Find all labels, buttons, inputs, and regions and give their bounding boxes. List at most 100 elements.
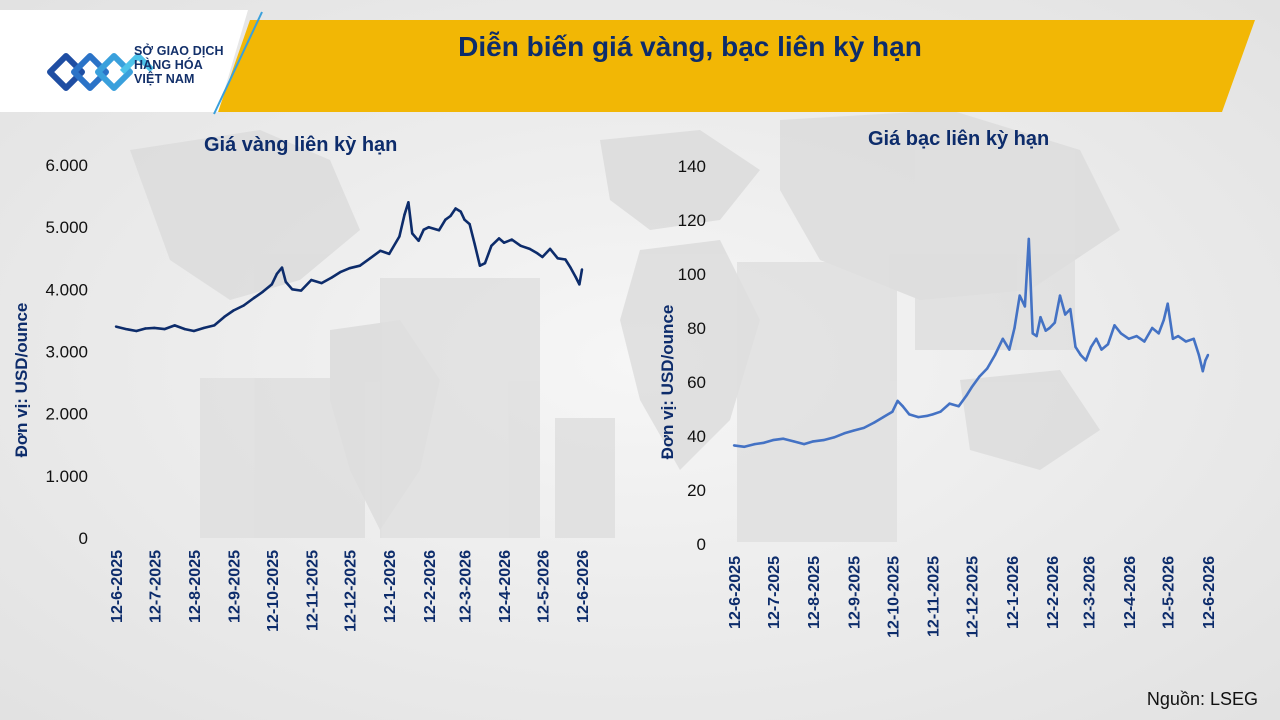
gold-data-point: [299, 289, 303, 292]
gold-data-point: [291, 288, 294, 291]
gold-data-point: [153, 326, 156, 330]
silver-data-point: [891, 410, 894, 413]
gold-data-point: [490, 244, 493, 247]
silver-xtick-label: 12-1-2026: [1005, 556, 1022, 629]
silver-data-point: [1171, 337, 1175, 340]
gold-xtick-label: 12-6-2025: [109, 550, 126, 623]
gold-data-point: [125, 327, 128, 331]
silver-series-line: [733, 237, 1210, 449]
gold-xtick-label: 12-3-2026: [458, 550, 475, 623]
silver-data-point: [792, 440, 795, 443]
gold-data-point: [242, 304, 245, 307]
gold-data-point: [427, 226, 430, 229]
silver-data-point: [1031, 332, 1034, 335]
gold-data-point: [473, 243, 476, 246]
gold-data-point: [330, 276, 333, 279]
silver-xtick-label: 12-6-2025: [727, 556, 744, 629]
gold-data-point: [459, 210, 462, 213]
gold-ytick-label: 0: [79, 529, 88, 548]
silver-data-point: [832, 436, 836, 439]
silver-chart-title: Giá bạc liên kỳ hạn: [868, 128, 1050, 150]
silver-xtick-label: 12-5-2026: [1161, 556, 1178, 629]
silver-ytick-label: 140: [678, 157, 706, 176]
gold-data-point: [310, 278, 313, 282]
silver-data-point: [1027, 237, 1031, 241]
silver-data-point: [1157, 332, 1160, 335]
gold-data-point: [437, 229, 441, 232]
silver-ytick-label: 20: [687, 481, 706, 500]
gold-data-point: [478, 264, 482, 267]
gold-xtick-label: 12-8-2025: [187, 550, 204, 623]
silver-data-point: [1039, 316, 1042, 319]
gold-data-point: [368, 257, 372, 260]
gold-ytick-label: 1.000: [45, 467, 88, 486]
silver-data-point: [1058, 294, 1062, 297]
silver-xtick-label: 12-10-2025: [885, 556, 902, 638]
silver-data-point: [1095, 337, 1098, 340]
silver-data-point: [1074, 345, 1077, 349]
silver-data-point: [1023, 305, 1027, 308]
silver-data-point: [1127, 337, 1131, 340]
gold-data-point: [417, 239, 420, 242]
logo-line-1: SỞ GIAO DỊCH: [134, 44, 224, 58]
silver-data-point: [1001, 337, 1004, 340]
gold-data-point: [468, 222, 471, 226]
gold-data-point: [163, 327, 166, 331]
gold-data-point: [183, 327, 187, 331]
gold-xtick-label: 12-9-2025: [226, 550, 243, 623]
gold-data-point: [275, 272, 279, 275]
silver-data-point: [1143, 340, 1146, 343]
gold-xtick-label: 12-1-2026: [382, 550, 399, 623]
silver-data-point: [908, 413, 911, 416]
silver-data-point: [917, 415, 920, 419]
silver-data-point: [1069, 307, 1072, 311]
silver-data-point: [1113, 324, 1116, 327]
silver-data-point: [1035, 334, 1038, 338]
silver-data-point: [1197, 353, 1201, 357]
silver-data-point: [732, 444, 736, 447]
silver-data-point: [1084, 359, 1088, 362]
gold-data-point: [339, 270, 342, 274]
gold-data-point: [261, 290, 264, 293]
silver-data-point: [978, 375, 981, 378]
logo-line-2: HÀNG HÓA: [134, 58, 203, 72]
gold-data-point: [510, 238, 513, 241]
gold-data-point: [280, 266, 284, 269]
silver-data-point: [901, 405, 904, 408]
gold-data-point: [144, 327, 147, 330]
gold-data-point: [580, 268, 584, 271]
gold-data-point: [270, 283, 273, 286]
gold-data-point: [114, 325, 118, 328]
gold-data-point: [536, 252, 539, 255]
silver-data-point: [939, 410, 942, 413]
silver-ytick-label: 100: [678, 265, 706, 284]
gold-data-point: [379, 249, 382, 252]
silver-data-point: [762, 441, 766, 444]
silver-xtick-label: 12-4-2026: [1122, 556, 1139, 629]
gold-data-point: [422, 228, 425, 231]
gold-data-point: [541, 255, 544, 259]
gold-data-point: [578, 283, 581, 286]
silver-data-point: [1192, 337, 1195, 340]
gold-data-point: [497, 237, 501, 240]
logo-line-3: VIỆT NAM: [134, 72, 195, 86]
silver-data-point: [993, 353, 997, 357]
gold-xtick-label: 12-11-2025: [304, 550, 321, 631]
silver-xtick-label: 12-8-2025: [806, 556, 823, 629]
silver-xtick-label: 12-2-2026: [1045, 556, 1062, 629]
silver-data-point: [1089, 345, 1093, 349]
gold-data-point: [223, 315, 226, 318]
silver-data-point: [753, 442, 756, 446]
gold-data-point: [483, 262, 487, 265]
gold-data-point: [202, 326, 206, 330]
silver-ytick-label: 120: [678, 211, 706, 230]
gold-data-point: [173, 324, 176, 327]
silver-data-point: [843, 432, 846, 435]
gold-data-point: [574, 275, 577, 279]
gold-data-point: [135, 329, 138, 333]
silver-data-point: [882, 415, 885, 419]
silver-data-point: [743, 445, 746, 448]
silver-data-point: [873, 421, 876, 424]
